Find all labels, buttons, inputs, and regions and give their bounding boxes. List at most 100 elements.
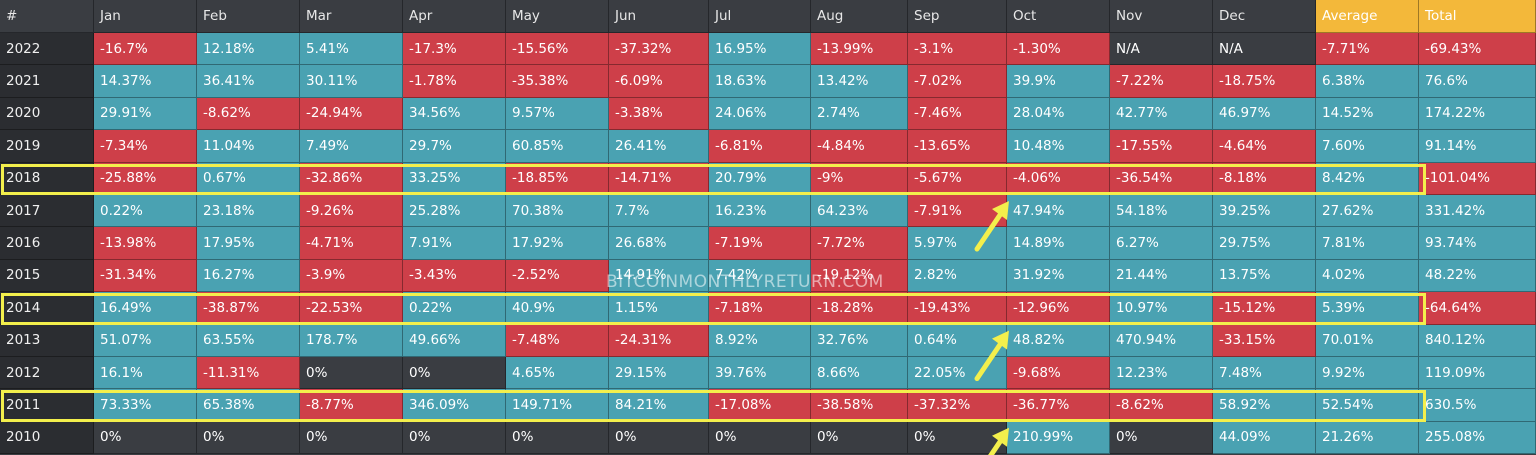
header-jan: Jan	[94, 0, 197, 33]
value-cell: 7.49%	[300, 130, 403, 163]
value-cell: -18.85%	[506, 162, 609, 195]
value-cell: 12.18%	[197, 33, 300, 66]
value-cell: -13.65%	[908, 130, 1007, 163]
value-cell: -6.09%	[609, 65, 709, 98]
value-cell: -18.75%	[1213, 65, 1316, 98]
value-cell: 29.15%	[609, 357, 709, 390]
value-cell: -37.32%	[908, 389, 1007, 422]
value-cell: -1.78%	[403, 65, 506, 98]
value-cell: 30.11%	[300, 65, 403, 98]
value-cell: -2.52%	[506, 259, 609, 293]
value-cell: -32.86%	[300, 162, 403, 195]
value-cell: -4.64%	[1213, 130, 1316, 163]
value-cell: -64.64%	[1419, 292, 1536, 325]
value-cell: 14.91%	[609, 259, 709, 293]
value-cell: -7.34%	[94, 130, 197, 163]
value-cell: 23.18%	[197, 195, 300, 228]
value-cell: 44.09%	[1213, 421, 1316, 455]
year-cell: 2019	[0, 130, 94, 163]
value-cell: -16.7%	[94, 33, 197, 66]
value-cell: 26.68%	[609, 227, 709, 260]
value-cell: 47.94%	[1007, 195, 1110, 228]
value-cell: 14.52%	[1316, 97, 1419, 131]
value-cell: 0%	[403, 357, 506, 390]
value-cell: 26.41%	[609, 130, 709, 163]
value-cell: 27.62%	[1316, 195, 1419, 228]
value-cell: -5.67%	[908, 162, 1007, 195]
value-cell: 48.82%	[1007, 324, 1110, 357]
header-jun: Jun	[609, 0, 709, 33]
value-cell: 12.23%	[1110, 357, 1213, 390]
value-cell: 470.94%	[1110, 324, 1213, 357]
value-cell: -36.54%	[1110, 162, 1213, 195]
value-cell: 174.22%	[1419, 97, 1536, 131]
year-cell: 2014	[0, 292, 94, 325]
value-cell: 29.7%	[403, 130, 506, 163]
value-cell: 46.97%	[1213, 97, 1316, 131]
year-cell: 2021	[0, 65, 94, 98]
value-cell: 17.95%	[197, 227, 300, 260]
value-cell: 119.09%	[1419, 357, 1536, 390]
value-cell: -4.71%	[300, 227, 403, 260]
value-cell: 63.55%	[197, 324, 300, 357]
value-cell: 7.81%	[1316, 227, 1419, 260]
value-cell: 31.92%	[1007, 259, 1110, 293]
value-cell: -7.18%	[709, 292, 811, 325]
value-cell: 33.25%	[403, 162, 506, 195]
value-cell: -15.56%	[506, 33, 609, 66]
value-cell: 40.9%	[506, 292, 609, 325]
value-cell: 8.42%	[1316, 162, 1419, 195]
value-cell: -11.31%	[197, 357, 300, 390]
value-cell: 255.08%	[1419, 421, 1536, 455]
value-cell: 28.04%	[1007, 97, 1110, 131]
year-cell: 2017	[0, 195, 94, 228]
value-cell: 70.01%	[1316, 324, 1419, 357]
value-cell: 5.97%	[908, 227, 1007, 260]
value-cell: 84.21%	[609, 389, 709, 422]
value-cell: 32.76%	[811, 324, 908, 357]
value-cell: -8.77%	[300, 389, 403, 422]
value-cell: 13.42%	[811, 65, 908, 98]
value-cell: -25.88%	[94, 162, 197, 195]
value-cell: 22.05%	[908, 357, 1007, 390]
value-cell: -17.55%	[1110, 130, 1213, 163]
header-nov: Nov	[1110, 0, 1213, 33]
value-cell: 64.23%	[811, 195, 908, 228]
header-feb: Feb	[197, 0, 300, 33]
value-cell: 6.27%	[1110, 227, 1213, 260]
value-cell: -12.96%	[1007, 292, 1110, 325]
value-cell: -33.15%	[1213, 324, 1316, 357]
value-cell: 93.74%	[1419, 227, 1536, 260]
header-oct: Oct	[1007, 0, 1110, 33]
value-cell: -13.98%	[94, 227, 197, 260]
year-cell: 2011	[0, 389, 94, 422]
value-cell: 0%	[908, 421, 1007, 455]
value-cell: -9.26%	[300, 195, 403, 228]
value-cell: 20.79%	[709, 162, 811, 195]
year-cell: 2013	[0, 324, 94, 357]
value-cell: -8.18%	[1213, 162, 1316, 195]
year-cell: 2018	[0, 162, 94, 195]
value-cell: -7.72%	[811, 227, 908, 260]
value-cell: 149.71%	[506, 389, 609, 422]
value-cell: 4.65%	[506, 357, 609, 390]
value-cell: 0.64%	[908, 324, 1007, 357]
value-cell: 0%	[94, 421, 197, 455]
value-cell: 25.28%	[403, 195, 506, 228]
value-cell: -31.34%	[94, 259, 197, 293]
value-cell: 65.38%	[197, 389, 300, 422]
value-cell: 0.22%	[94, 195, 197, 228]
value-cell: 7.42%	[709, 259, 811, 293]
value-cell: 178.7%	[300, 324, 403, 357]
value-cell: -7.02%	[908, 65, 1007, 98]
value-cell: -17.3%	[403, 33, 506, 66]
value-cell: 39.76%	[709, 357, 811, 390]
value-cell: 29.75%	[1213, 227, 1316, 260]
value-cell: -7.91%	[908, 195, 1007, 228]
value-cell: -24.31%	[609, 324, 709, 357]
value-cell: 16.95%	[709, 33, 811, 66]
value-cell: -4.84%	[811, 130, 908, 163]
value-cell: 73.33%	[94, 389, 197, 422]
value-cell: 210.99%	[1007, 421, 1110, 455]
